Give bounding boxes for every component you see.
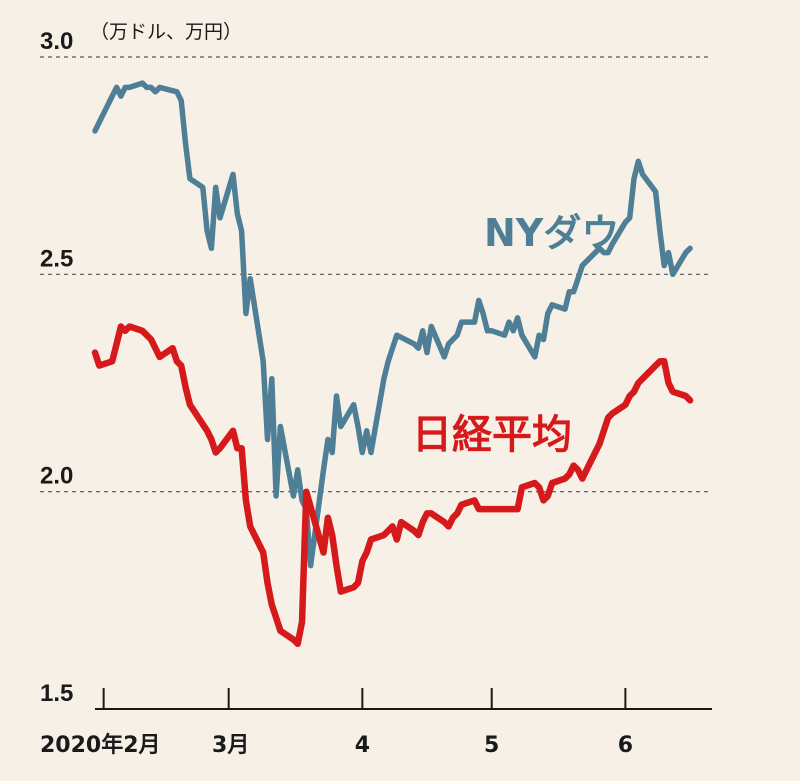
x-axis: 2020年2月 3月 4 5 6 bbox=[40, 688, 712, 758]
legend-nikkei-label: 日経平均 bbox=[412, 412, 572, 458]
y-tick-labels: 3.0 2.5 2.0 1.5 bbox=[40, 28, 73, 707]
legend-ny-dow-label: NYダウ bbox=[484, 211, 619, 255]
series-line-nikkei bbox=[91, 323, 694, 648]
y-tick-label: 1.5 bbox=[40, 680, 73, 707]
x-tick-label: 2020年2月 bbox=[40, 732, 161, 758]
y-axis-unit: （万ドル、万円） bbox=[90, 21, 242, 43]
series-line-ny-dow bbox=[92, 80, 693, 569]
y-tick-label: 2.5 bbox=[40, 245, 73, 272]
y-tick-label: 2.0 bbox=[40, 463, 73, 490]
y-tick-label: 3.0 bbox=[40, 28, 73, 55]
x-tick-label: 5 bbox=[484, 733, 499, 758]
x-tick-label: 6 bbox=[618, 733, 633, 758]
series-lines bbox=[91, 80, 694, 648]
x-tick-label: 3月 bbox=[212, 733, 249, 758]
x-tick-label: 4 bbox=[355, 733, 370, 758]
